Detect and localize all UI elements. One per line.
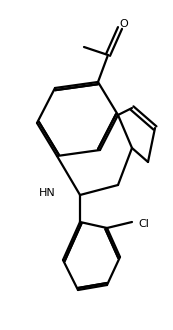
Text: Cl: Cl: [138, 219, 149, 229]
Text: O: O: [120, 19, 128, 29]
Text: HN: HN: [39, 188, 55, 198]
